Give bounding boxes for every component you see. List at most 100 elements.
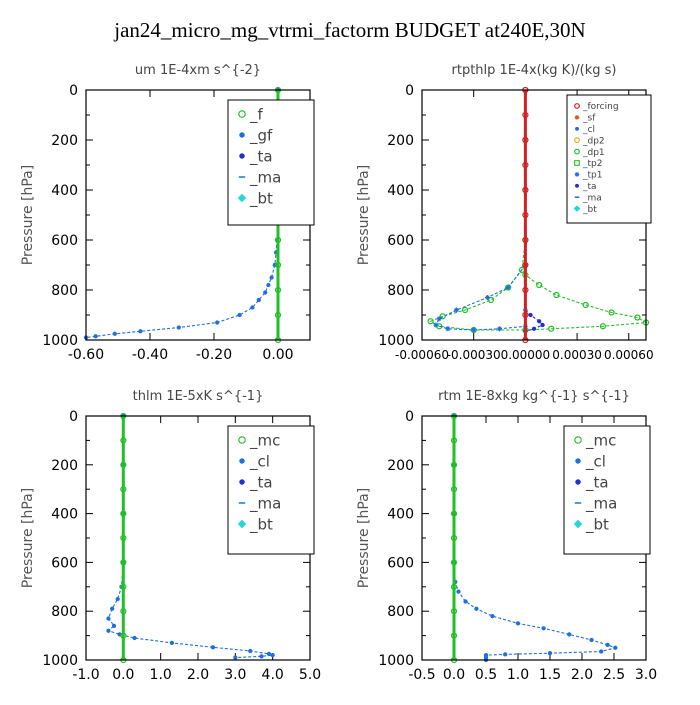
legend-marker xyxy=(574,148,580,155)
data-point xyxy=(120,559,127,566)
data-point xyxy=(138,329,143,334)
legend-label: _cl xyxy=(585,452,606,471)
y-axis-label: Pressure [hPa] xyxy=(20,165,36,265)
legend-marker xyxy=(575,183,579,188)
data-point xyxy=(522,286,529,294)
data-point xyxy=(547,651,553,656)
y-tick-label: 1000 xyxy=(42,653,78,669)
data-point xyxy=(250,305,255,310)
y-tick-label: 200 xyxy=(387,458,414,474)
chart-panel-3: thlm 1E-5xK s^{-1} Pressure [hPa] 0 200 400 6… xyxy=(20,389,321,683)
data-point xyxy=(537,319,542,324)
data-point xyxy=(453,307,459,313)
page-title: jan24_micro_mg_vtrmi_factorm BUDGET at24… xyxy=(114,18,586,42)
data-point xyxy=(106,616,111,621)
legend-label: _ta xyxy=(585,473,609,492)
y-tick-label: 400 xyxy=(387,507,414,523)
data-point xyxy=(536,281,543,289)
data-point xyxy=(106,628,111,633)
data-point xyxy=(541,626,546,631)
y-tick-label: 800 xyxy=(51,604,78,620)
legend-marker xyxy=(239,458,245,464)
x-tick-label: 0.00030 xyxy=(552,348,602,362)
data-point xyxy=(522,161,529,169)
legend-label: _f xyxy=(249,105,264,124)
y-tick-label: 200 xyxy=(387,133,414,149)
legend-marker xyxy=(575,479,581,485)
data-point xyxy=(450,461,458,468)
legend-label: _bt xyxy=(582,205,597,215)
legend-marker xyxy=(239,153,245,159)
y-tick-label: 600 xyxy=(387,555,414,571)
data-point xyxy=(427,318,434,325)
legend-marker xyxy=(574,172,580,177)
x-tick-label: -0.40 xyxy=(132,347,168,363)
x-tick-label: 0.00060 xyxy=(604,348,654,362)
legend-marker xyxy=(574,137,580,144)
data-point xyxy=(515,621,521,626)
data-point xyxy=(274,311,282,319)
y-tick-label: 800 xyxy=(387,283,414,299)
data-point xyxy=(274,261,282,269)
y-tick-label: 200 xyxy=(51,133,78,149)
data-point xyxy=(110,606,115,611)
data-point xyxy=(522,311,529,319)
legend-marker xyxy=(574,103,580,109)
y-tick-label: 800 xyxy=(51,283,78,299)
legend-label: _ma xyxy=(585,494,617,513)
data-point xyxy=(608,309,615,316)
x-tick-label: 0.0 xyxy=(112,667,134,683)
data-point xyxy=(266,651,272,657)
data-point xyxy=(589,637,594,643)
data-point xyxy=(111,623,117,628)
data-point xyxy=(450,510,458,517)
legend: _mc _cl _ta _ma _bt xyxy=(563,425,651,555)
data-point xyxy=(461,306,469,314)
legend-label: _cl xyxy=(582,125,595,135)
legend-label: _bt xyxy=(585,515,609,534)
x-tick-label: -0.5 xyxy=(408,667,435,683)
panel-title: thlm 1E-5xK s^{-1} xyxy=(133,389,264,404)
x-tick-label: 0.00000 xyxy=(501,348,551,362)
legend-label: _tp1 xyxy=(582,171,602,181)
data-point xyxy=(522,261,529,269)
data-point xyxy=(120,608,127,615)
x-tick-label: 1.0 xyxy=(507,667,529,683)
series-line-tp1 xyxy=(434,264,526,331)
legend-marker xyxy=(238,110,246,118)
data-point xyxy=(274,236,282,244)
y-tick-label: 400 xyxy=(51,507,78,523)
data-point xyxy=(528,312,533,318)
legend-label: _dp1 xyxy=(582,148,605,158)
data-point xyxy=(237,312,242,318)
legend-label: _mc xyxy=(249,431,280,450)
y-axis-label: Pressure [hPa] xyxy=(356,165,372,265)
data-point xyxy=(613,645,618,650)
x-tick-label: -0.60 xyxy=(68,347,104,363)
x-tick-label: 3.0 xyxy=(635,667,657,683)
data-point xyxy=(450,437,458,444)
y-tick-label: 600 xyxy=(51,233,78,249)
data-point xyxy=(522,236,529,244)
data-point xyxy=(120,632,127,639)
data-point xyxy=(450,486,458,493)
data-point xyxy=(487,296,495,304)
data-point xyxy=(599,323,607,330)
data-point xyxy=(490,613,495,619)
x-tick-label: 0.00 xyxy=(262,347,293,363)
data-point xyxy=(599,649,604,654)
legend-label: _ta xyxy=(249,147,273,166)
data-point xyxy=(503,652,508,657)
data-point xyxy=(266,282,271,288)
legend-box xyxy=(227,99,315,226)
legend-marker xyxy=(237,519,247,529)
y-tick-label: 1000 xyxy=(378,653,414,669)
data-point xyxy=(531,326,537,331)
data-point xyxy=(115,596,120,602)
legend-box xyxy=(563,425,651,555)
data-point xyxy=(463,599,468,604)
data-point xyxy=(233,655,238,660)
data-point xyxy=(471,327,477,333)
data-point xyxy=(505,285,511,290)
data-point xyxy=(263,290,268,295)
